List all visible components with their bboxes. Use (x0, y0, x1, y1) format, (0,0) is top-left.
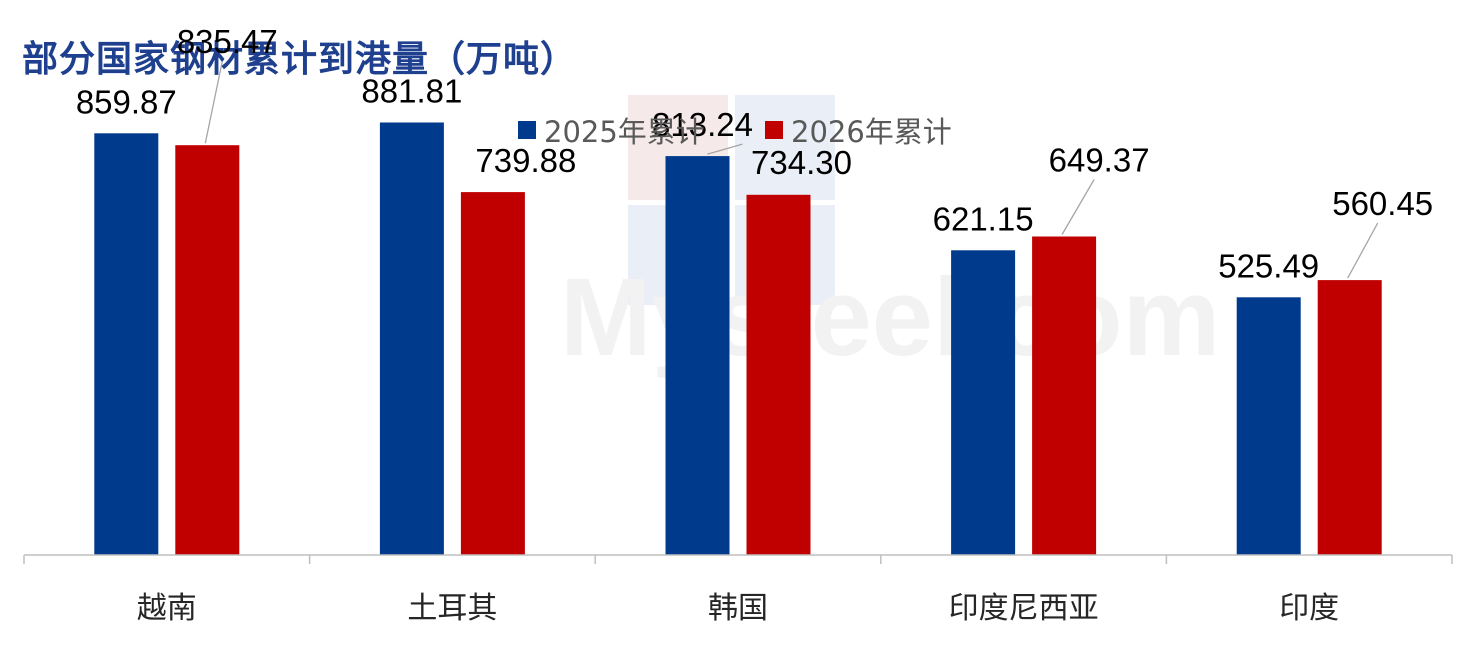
data-label-s1-2: 813.24 (652, 106, 753, 143)
bar-s2-0[interactable] (175, 145, 240, 555)
legend-swatch (765, 121, 783, 139)
leader-line-1-0 (204, 61, 223, 144)
legend-item-2[interactable]: 2026年累计 (765, 115, 952, 149)
leader-line-1-3 (1061, 179, 1095, 235)
category-label-1: 土耳其 (407, 591, 497, 626)
bar-s1-1[interactable] (379, 122, 444, 556)
bar-s2-2[interactable] (746, 194, 811, 556)
data-label-s1-3: 621.15 (933, 200, 1034, 237)
data-label-s2-4: 560.45 (1332, 185, 1433, 222)
data-label-s1-4: 525.49 (1218, 247, 1319, 284)
data-label-s1-0: 859.87 (76, 83, 177, 120)
bar-s2-3[interactable] (1032, 236, 1097, 556)
chart-title: 部分国家钢材累计到港量（万吨） (22, 39, 578, 80)
data-label-s1-1: 881.81 (361, 73, 462, 110)
leader-line-1-4 (1347, 222, 1379, 279)
legend[interactable]: 2025年累计 2026年累计 (518, 115, 952, 149)
leader-line-0-2 (707, 143, 743, 155)
bars (94, 122, 1382, 556)
data-label-s2-0: 835.47 (177, 23, 278, 60)
x-axis: 越南 土耳其 韩国 印度尼西亚 印度 (23, 554, 1453, 626)
bar-s2-1[interactable] (460, 192, 525, 555)
category-label-3: 印度尼西亚 (949, 591, 1099, 626)
legend-swatch (518, 121, 536, 139)
watermark-text: Mysteel.com (560, 256, 1220, 379)
data-label-s2-3: 649.37 (1049, 142, 1150, 179)
data-label-s2-1: 739.88 (475, 142, 576, 179)
category-label-2: 韩国 (708, 591, 768, 626)
bar-s1-2[interactable] (665, 156, 730, 555)
bar-s1-4[interactable] (1236, 297, 1301, 555)
bar-s2-4[interactable] (1317, 280, 1382, 555)
bar-s1-3[interactable] (951, 250, 1016, 556)
legend-item-1[interactable]: 2025年累计 (518, 115, 705, 149)
legend-label: 2026年累计 (791, 115, 952, 149)
bar-s1-0[interactable] (94, 133, 159, 556)
leader-lines (204, 61, 1379, 279)
data-label-s2-2: 734.30 (751, 144, 852, 181)
category-label-0: 越南 (137, 591, 197, 626)
category-label-4: 印度 (1279, 591, 1339, 626)
legend-label: 2025年累计 (544, 115, 705, 149)
